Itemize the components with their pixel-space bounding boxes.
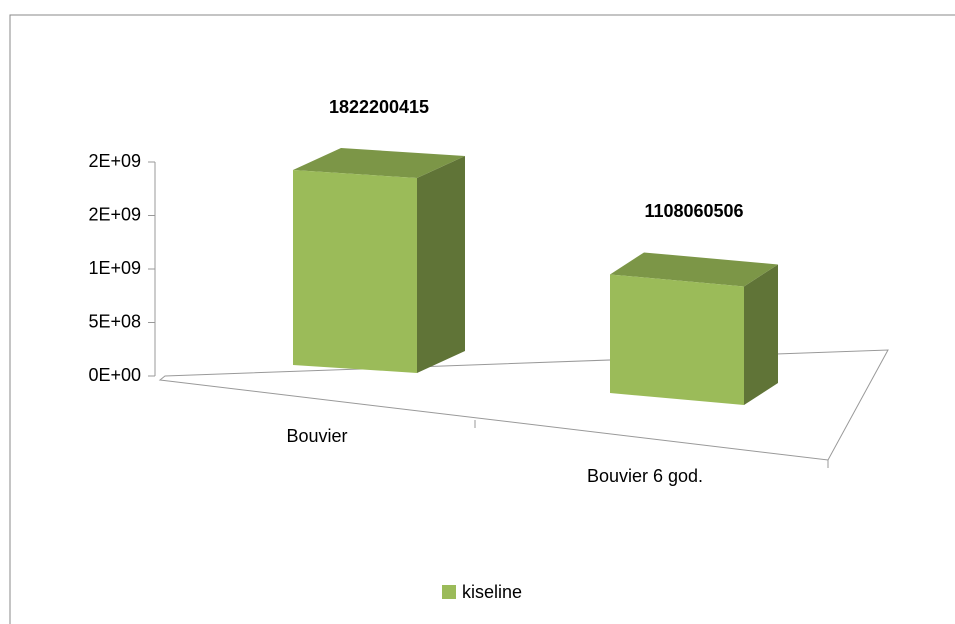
x-tick-label: Bouvier xyxy=(286,426,347,446)
bar xyxy=(610,274,744,405)
legend-swatch xyxy=(442,585,456,599)
bar-side xyxy=(417,156,465,373)
bar xyxy=(293,170,417,373)
x-tick-label: Bouvier 6 god. xyxy=(587,466,703,486)
data-label: 1822200415 xyxy=(329,97,429,117)
bar-side xyxy=(744,264,778,405)
y-tick-label: 2E+09 xyxy=(88,204,141,224)
bar-top xyxy=(610,252,778,287)
y-tick-label: 5E+08 xyxy=(88,311,141,331)
bar-top xyxy=(293,148,465,179)
y-tick-label: 0E+00 xyxy=(88,365,141,385)
data-label: 1108060506 xyxy=(644,201,743,221)
floor xyxy=(158,349,889,461)
legend-label: kiseline xyxy=(462,582,522,602)
y-tick-label: 1E+09 xyxy=(88,258,141,278)
y-tick-label: 2E+09 xyxy=(88,151,141,171)
chart-border xyxy=(9,14,955,624)
